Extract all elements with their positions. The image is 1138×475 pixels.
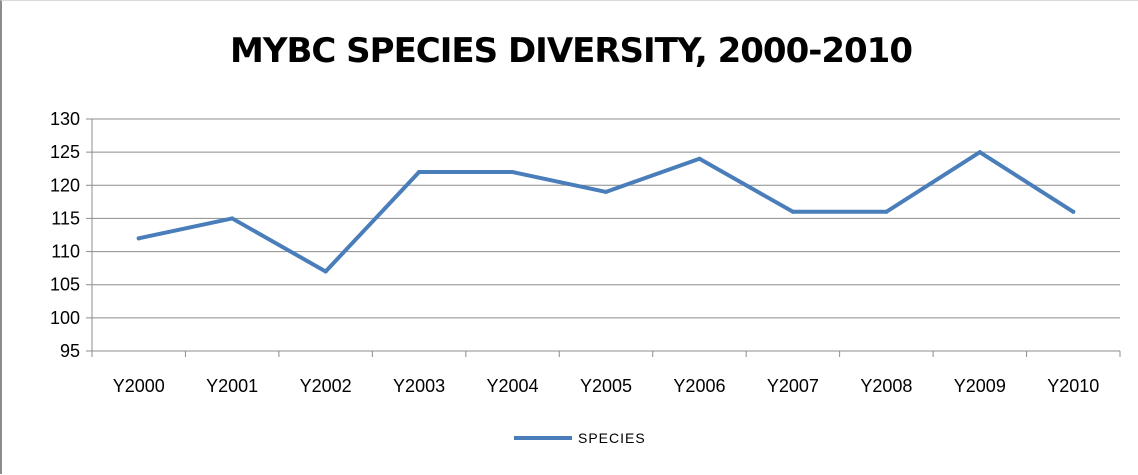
y-tick-label: 125 (50, 142, 80, 162)
data-point (1071, 209, 1076, 214)
y-tick-label: 130 (50, 109, 80, 129)
x-tick-label: Y2007 (767, 376, 819, 396)
data-point (884, 209, 889, 214)
data-point (230, 216, 235, 221)
series-line (136, 150, 1076, 274)
data-point (977, 150, 982, 155)
y-tick-label: 100 (50, 308, 80, 328)
y-tick-label: 120 (50, 175, 80, 195)
x-tick-label: Y2009 (954, 376, 1006, 396)
data-point (323, 269, 328, 274)
x-tick-label: Y2000 (113, 376, 165, 396)
x-tick-labels: Y2000 Y2001 Y2002 Y2003 Y2004 Y2005 Y2006 Y2007… (113, 376, 1100, 396)
data-point (510, 170, 515, 175)
x-tick-label: Y2008 (860, 376, 912, 396)
x-tick-label: Y2002 (300, 376, 352, 396)
x-tick-label: Y2004 (487, 376, 539, 396)
legend-label: SPECIES (578, 430, 646, 446)
data-point (697, 156, 702, 161)
data-point (790, 209, 795, 214)
y-tick-label: 105 (50, 275, 80, 295)
data-point (136, 236, 141, 241)
y-tick-label: 115 (51, 208, 80, 228)
x-tick-label: Y2003 (393, 376, 445, 396)
y-tick-labels: 95 100 105 110 115 120 125 130 (50, 109, 80, 361)
y-tick-label: 110 (51, 242, 80, 262)
series (136, 150, 1076, 274)
x-tick-label: Y2006 (673, 376, 725, 396)
data-point (604, 189, 608, 194)
x-tick-label: Y2005 (580, 376, 632, 396)
data-point (417, 170, 422, 175)
gridlines (92, 118, 1120, 319)
x-tick-label: Y2010 (1047, 376, 1099, 396)
y-tick-label: 95 (60, 341, 80, 361)
x-tick-label: Y2001 (206, 376, 258, 396)
chart-title: MYBC SPECIES DIVERSITY, 2000-2010 (230, 31, 913, 71)
legend: SPECIES (514, 430, 646, 446)
axes (86, 118, 1121, 357)
